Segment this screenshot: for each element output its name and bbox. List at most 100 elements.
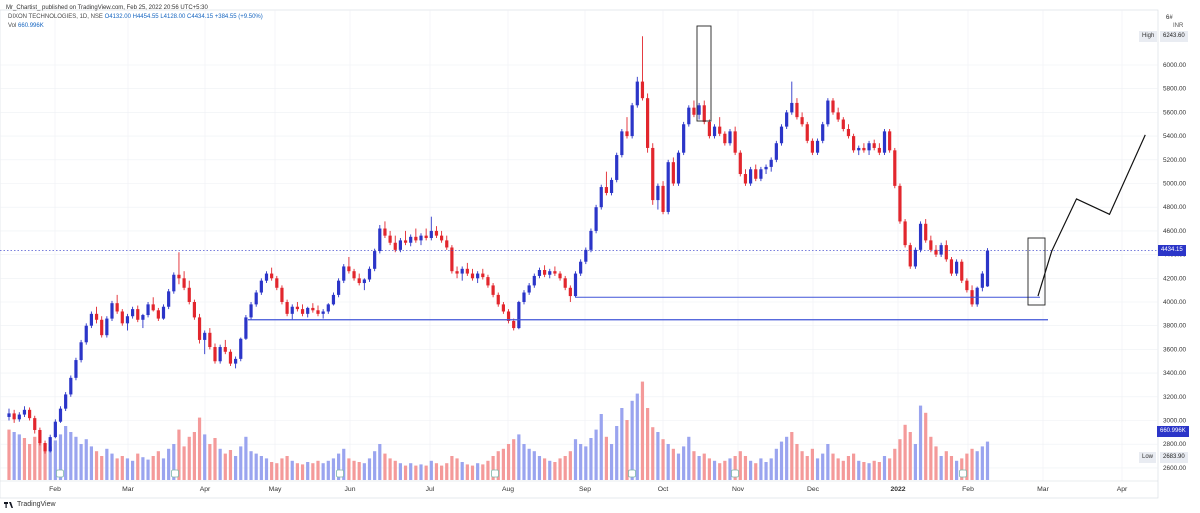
volume-bar bbox=[615, 426, 619, 480]
candle-body bbox=[795, 102, 799, 118]
candle-body bbox=[821, 124, 825, 141]
candle-body bbox=[506, 311, 511, 321]
volume-bar bbox=[640, 381, 645, 480]
time-tick-label: May bbox=[269, 486, 282, 493]
candle-body bbox=[836, 112, 840, 120]
candle-body bbox=[280, 287, 284, 302]
volume-bar bbox=[558, 458, 562, 480]
volume-bar bbox=[270, 462, 274, 480]
volume-bar bbox=[239, 446, 243, 480]
volume-bar bbox=[651, 427, 655, 480]
price-tick-label: 4200.00 bbox=[1163, 275, 1187, 282]
time-tick-label: 2022 bbox=[890, 486, 905, 493]
volume-bar bbox=[367, 458, 372, 480]
candle-body bbox=[682, 124, 686, 153]
volume-bar bbox=[306, 462, 310, 480]
volume-bar bbox=[522, 444, 526, 480]
volume-bar bbox=[244, 436, 248, 480]
volume-bar bbox=[167, 448, 171, 480]
candle-body bbox=[934, 249, 938, 255]
candle-body bbox=[94, 313, 99, 320]
time-tick-label: Jun bbox=[345, 486, 356, 493]
ohlc-low: L4128.00 bbox=[160, 14, 186, 20]
candle-body bbox=[48, 437, 52, 452]
volume-bar bbox=[795, 444, 799, 480]
volume-bar bbox=[821, 453, 825, 480]
candle-body bbox=[306, 307, 310, 314]
volume-bar bbox=[682, 446, 686, 480]
volume-bar bbox=[187, 436, 191, 480]
volume-bar bbox=[779, 441, 784, 480]
candle-body bbox=[769, 159, 773, 167]
volume-bar bbox=[970, 448, 974, 480]
candle-body bbox=[573, 273, 578, 297]
candle-body bbox=[718, 126, 722, 134]
candle-body bbox=[831, 100, 835, 113]
candle-body bbox=[53, 421, 57, 438]
candle-body bbox=[661, 185, 665, 212]
volume-bar bbox=[882, 456, 887, 480]
volume-bar bbox=[434, 463, 439, 480]
candle-body bbox=[712, 126, 717, 137]
candle-body bbox=[625, 131, 629, 137]
price-tick-label: 5400.00 bbox=[1163, 133, 1187, 140]
axis-top-value: 6# bbox=[1166, 15, 1173, 21]
candle-body bbox=[496, 294, 500, 305]
high-tag: High bbox=[1139, 31, 1158, 42]
ohlc-high: H4454.55 bbox=[132, 14, 159, 20]
volume-bar bbox=[110, 453, 114, 480]
candle-body bbox=[347, 266, 351, 272]
candle-body bbox=[172, 274, 176, 292]
volume-bar bbox=[862, 462, 866, 480]
volume-bar bbox=[857, 460, 861, 480]
volume-bar bbox=[311, 463, 315, 480]
volume-bar bbox=[321, 463, 325, 480]
axes: 6000.00 5800.00 5600.00 5400.00 5200.00 5000.… bbox=[0, 62, 1187, 493]
time-tick-label: Aug bbox=[502, 486, 514, 493]
volume-bar bbox=[22, 438, 27, 480]
volume-bar bbox=[398, 463, 402, 480]
volume-bar bbox=[409, 463, 413, 480]
volume-bar bbox=[980, 446, 984, 480]
volume-bar bbox=[594, 429, 598, 480]
candle-body bbox=[177, 274, 181, 279]
candle-body bbox=[589, 230, 593, 250]
candle-body bbox=[800, 117, 804, 125]
volume-bar bbox=[913, 444, 917, 480]
tradingview-footer[interactable]: TradingView bbox=[4, 501, 56, 508]
candle-body bbox=[764, 166, 768, 170]
candle-body bbox=[470, 273, 475, 279]
volume-bar bbox=[759, 458, 763, 480]
volume-bar bbox=[769, 458, 773, 480]
candle-body bbox=[594, 207, 598, 231]
volume-bar bbox=[573, 439, 578, 480]
candle-body bbox=[903, 221, 907, 246]
candle-body bbox=[944, 245, 948, 260]
volume-bar bbox=[208, 444, 212, 480]
chart-grid bbox=[0, 9, 1159, 499]
candle-body bbox=[223, 347, 227, 352]
volume-bar bbox=[867, 463, 871, 480]
candle-body bbox=[64, 394, 68, 409]
candle-body bbox=[192, 302, 196, 318]
volume-bar bbox=[800, 451, 804, 480]
candle-body bbox=[388, 235, 392, 243]
candle-body bbox=[285, 302, 289, 314]
candle-body bbox=[17, 414, 21, 420]
candle-body bbox=[141, 315, 145, 320]
candle-body bbox=[630, 105, 634, 137]
ohlc-open: O4132.00 bbox=[104, 14, 131, 20]
candle-body bbox=[841, 119, 845, 129]
volume-bar bbox=[712, 460, 717, 480]
volume-bar bbox=[223, 453, 227, 480]
candle-body bbox=[84, 325, 88, 343]
candle-body bbox=[759, 169, 763, 179]
volume-bar bbox=[774, 448, 778, 480]
volume-bar bbox=[960, 458, 964, 480]
candle-body bbox=[33, 418, 37, 430]
event-marker-icon bbox=[491, 469, 499, 478]
candle-body bbox=[754, 169, 758, 179]
volume-bar bbox=[100, 456, 104, 480]
volume-bar bbox=[852, 453, 856, 480]
